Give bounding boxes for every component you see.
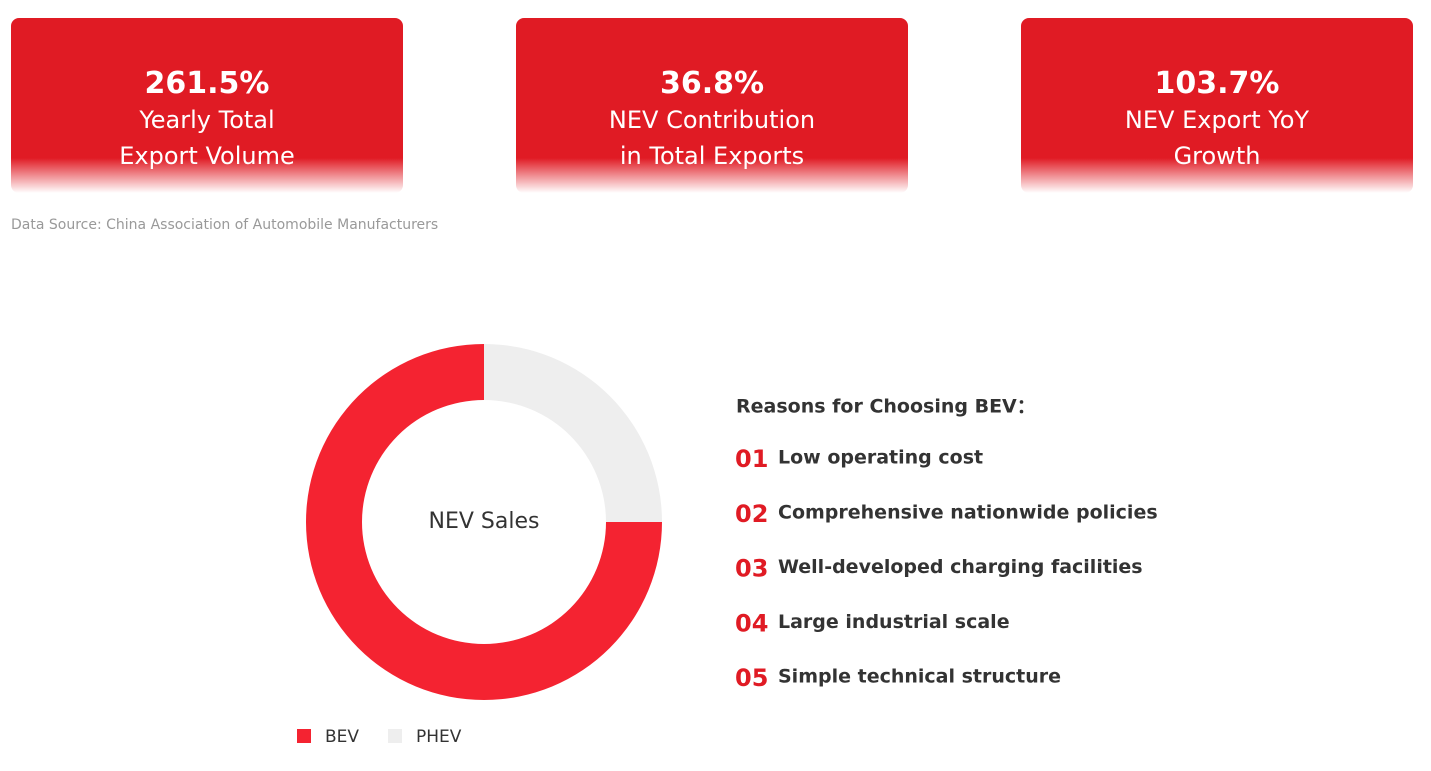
- legend-swatch: [297, 729, 311, 743]
- center-label: NEV Sales: [429, 509, 540, 534]
- reason-number: 05: [735, 664, 768, 692]
- stat-label-line: Yearly Total: [139, 106, 275, 134]
- reason-text: Well-developed charging facilities: [778, 556, 1143, 578]
- legend-label: BEV: [325, 727, 359, 747]
- data-source: Data Source: China Association of Automo…: [11, 217, 439, 233]
- donut-segment: [306, 344, 662, 700]
- reason-text: Simple technical structure: [778, 666, 1061, 688]
- legend-swatch: [388, 729, 402, 743]
- stat-label-line: Export Volume: [119, 142, 295, 170]
- reason-number: 01: [735, 445, 768, 473]
- stat-label-line: Growth: [1173, 142, 1261, 170]
- reason-number: 04: [735, 609, 768, 637]
- stat-label-line: NEV Contribution: [608, 106, 816, 134]
- stat-card: 36.8% NEV Contribution in Total Exports: [516, 18, 908, 193]
- stat-value: 36.8%: [659, 66, 765, 101]
- stat-label: NEV Contribution in Total Exports: [516, 102, 908, 174]
- stat-value: 103.7%: [1154, 66, 1280, 101]
- reason-number: 03: [735, 555, 768, 583]
- stat-value: 261.5%: [144, 66, 270, 101]
- stat-label: NEV Export YoY Growth: [1021, 102, 1413, 174]
- stat-label-line: NEV Export YoY: [1124, 106, 1310, 134]
- stat-card: 103.7% NEV Export YoY Growth: [1021, 18, 1413, 193]
- reason-text: Low operating cost: [778, 447, 983, 469]
- stat-label-line: in Total Exports: [619, 142, 805, 170]
- reason-text: Comprehensive nationwide policies: [778, 501, 1158, 523]
- reasons-title: Reasons for Choosing BEV：: [736, 396, 1036, 418]
- donut-segment: [484, 344, 662, 522]
- legend-label: PHEV: [416, 727, 462, 747]
- reason-number: 02: [735, 500, 768, 528]
- stat-label: Yearly Total Export Volume: [11, 102, 403, 174]
- reason-text: Large industrial scale: [778, 611, 1010, 633]
- stat-card: 261.5% Yearly Total Export Volume: [11, 18, 403, 193]
